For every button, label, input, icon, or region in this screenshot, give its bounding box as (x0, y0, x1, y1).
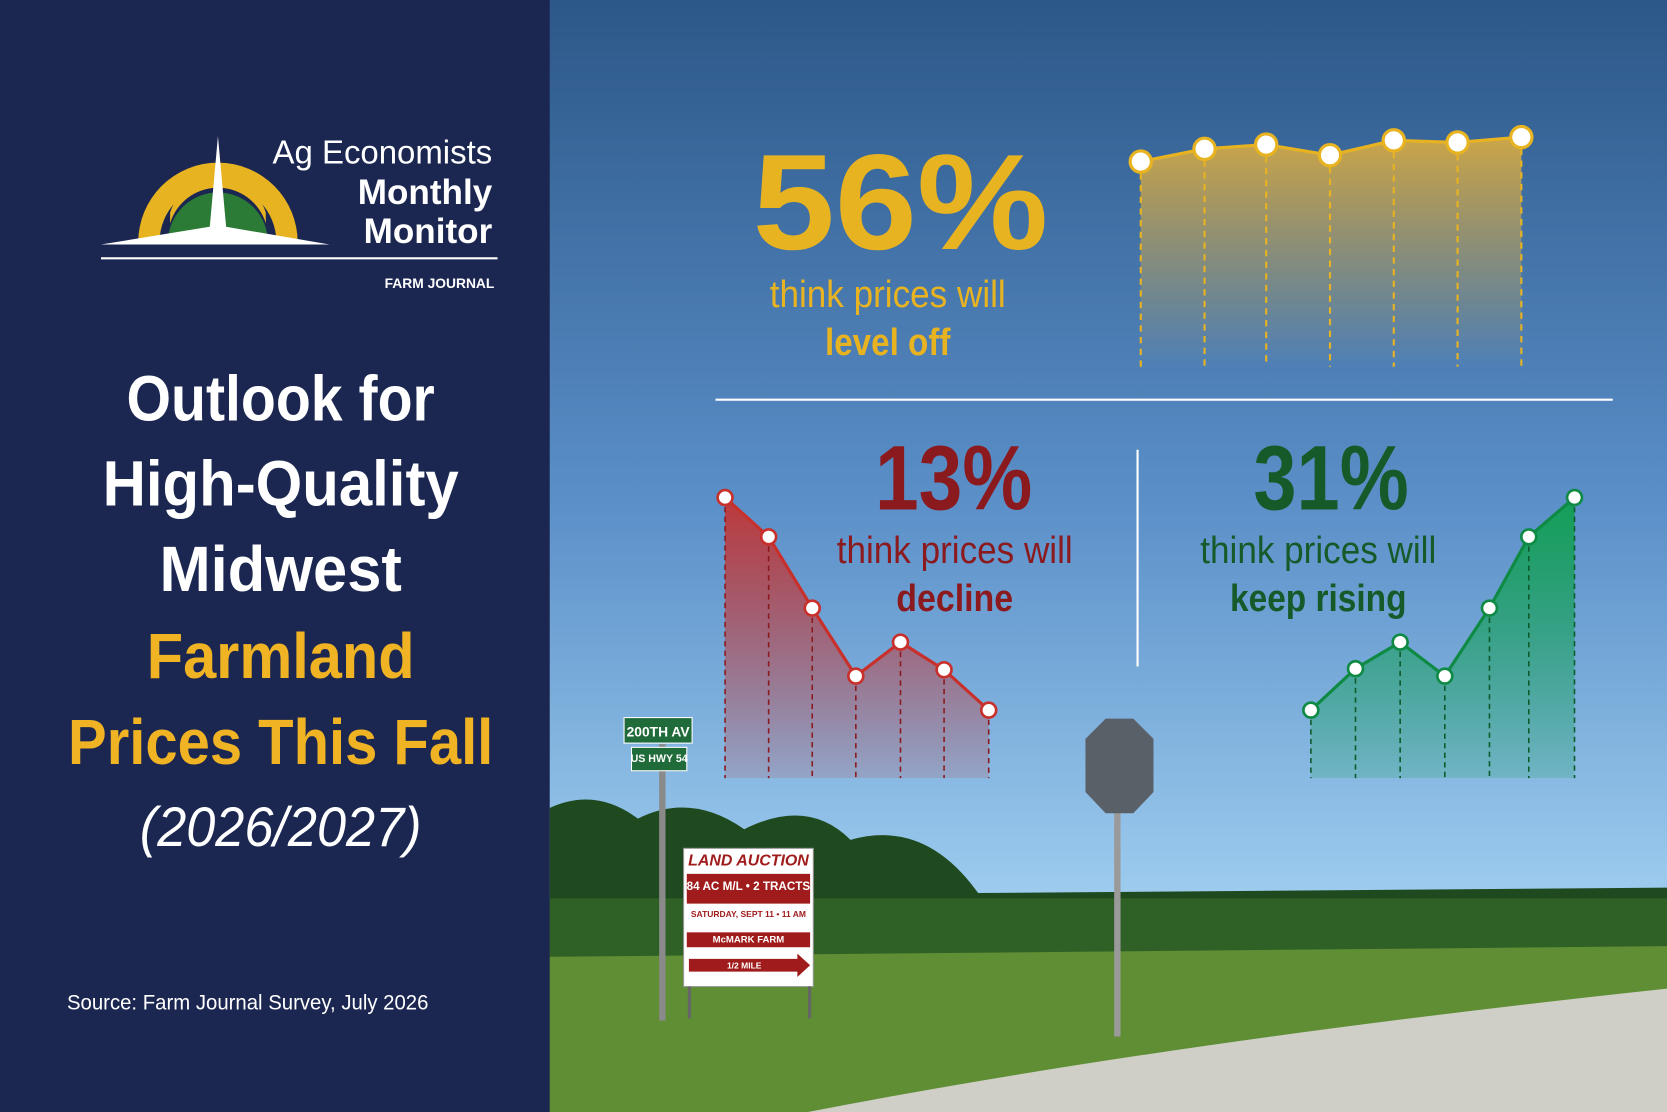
sparkline-level (1128, 124, 1534, 367)
auction-text: McMARK FARM (713, 934, 785, 945)
stat-text: think prices will (837, 529, 1073, 572)
auction-text: LAND AUCTION (688, 853, 809, 870)
title-line: Midwest (159, 533, 401, 605)
stat-text: think prices will (770, 273, 1006, 316)
stat-value: 13% (875, 427, 1032, 529)
spark-dots (716, 488, 998, 719)
stop-sign-back (1085, 718, 1154, 814)
spark-drop (724, 497, 990, 779)
source: Source: Farm Journal Survey, July 2026 (67, 991, 428, 1015)
title-years: (2026/2027) (140, 796, 422, 858)
logo-mark (100, 136, 330, 245)
stop-post (1114, 786, 1121, 1037)
auction-text: SATURDAY, SEPT 11 • 11 AM (691, 909, 806, 919)
road (807, 988, 1667, 1112)
stat-emphasis: decline (896, 577, 1013, 620)
logo-text: Ag Economists (273, 134, 493, 171)
sign-leg (687, 986, 692, 1019)
stat-text: think prices will (1200, 529, 1436, 572)
spark-dots (1128, 124, 1534, 174)
title-highlight: Farmland (147, 620, 415, 692)
title-highlight: Prices This Fall (68, 706, 493, 778)
brand: FARM JOURNAL (385, 275, 495, 291)
logo-star (208, 136, 228, 243)
auction-arrow (688, 953, 811, 977)
logo-text: Monitor (364, 212, 493, 251)
sign-leg (807, 986, 812, 1019)
sign-post (659, 744, 666, 1021)
street-sign (623, 717, 693, 744)
spark-area (725, 497, 989, 779)
logo-star (100, 225, 330, 245)
logo-field-stripe (170, 177, 266, 224)
left-panel (0, 0, 550, 1112)
auction-band (686, 932, 811, 948)
stat-value: 56% (753, 126, 1049, 278)
spark-area (1310, 497, 1575, 779)
sparkline-decline (716, 488, 998, 779)
stat-emphasis: level off (825, 321, 951, 364)
street-sign-text: US HWY 54 (631, 753, 688, 765)
street-sign (630, 746, 688, 772)
sparkline-rise (1302, 488, 1584, 779)
street-sign-text: 200TH AV (627, 723, 691, 739)
spark-drop (1310, 497, 1576, 779)
title-line: High-Quality (103, 448, 460, 520)
auction-text: 84 AC M/L • 2 TRACTS (687, 880, 811, 893)
stat-emphasis: keep rising (1230, 577, 1406, 620)
spark-drop (1139, 137, 1523, 367)
auction-band (686, 873, 811, 904)
title-line: Outlook for (127, 363, 435, 435)
stat-value: 31% (1253, 427, 1408, 529)
auction-text: 1/2 MILE (727, 960, 762, 970)
spark-dots (1302, 488, 1584, 719)
logo-text: Monthly (358, 173, 493, 212)
